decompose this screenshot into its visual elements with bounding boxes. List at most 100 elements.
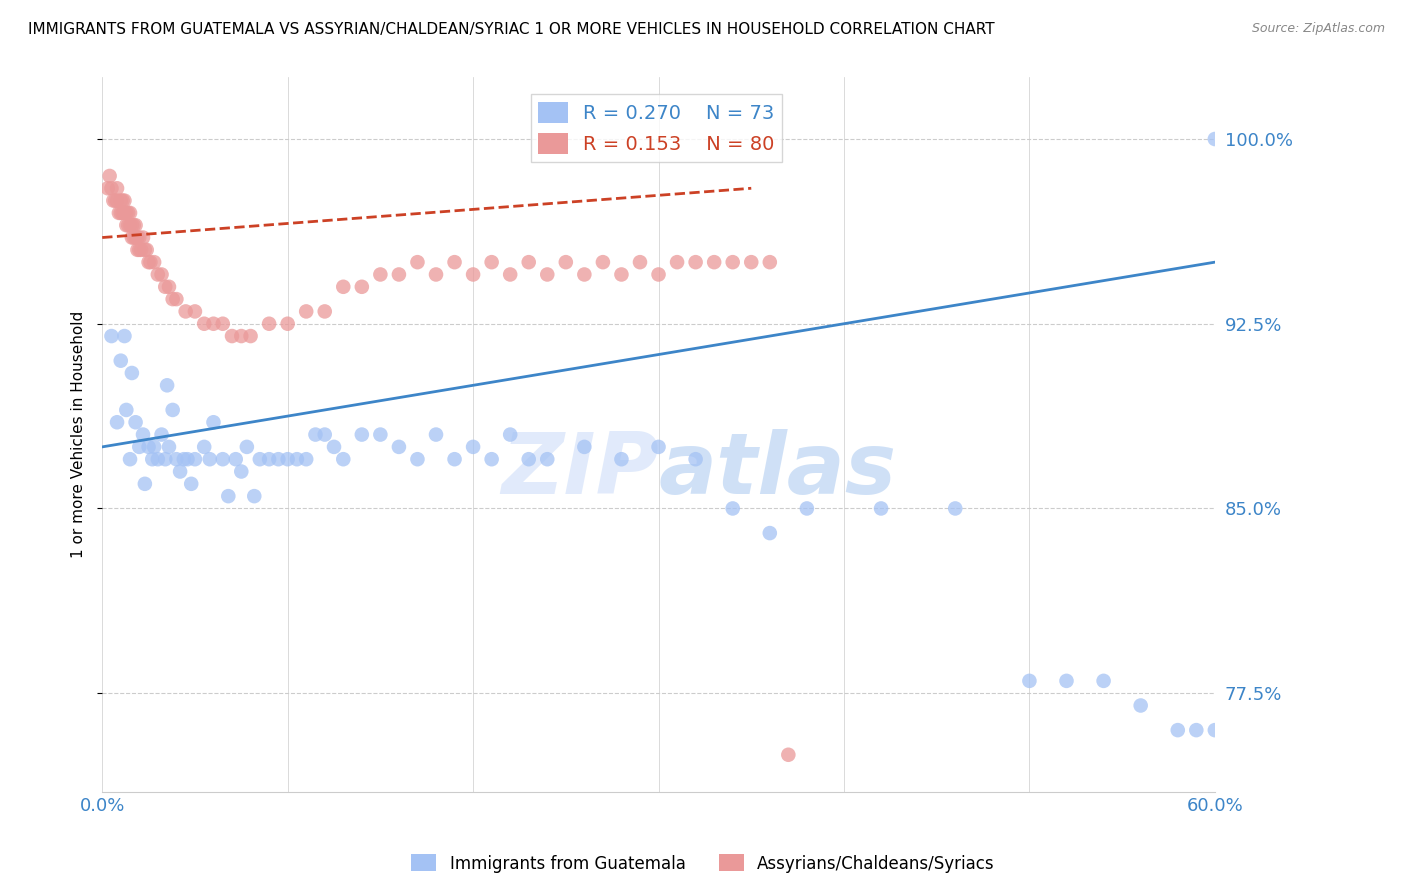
- Point: [193, 317, 215, 331]
- Point: [124, 415, 146, 429]
- Point: [231, 329, 253, 343]
- Point: [243, 489, 266, 503]
- Point: [198, 452, 221, 467]
- Point: [499, 268, 522, 282]
- Point: [370, 268, 392, 282]
- Point: [98, 169, 121, 183]
- Point: [157, 440, 180, 454]
- Point: [517, 255, 540, 269]
- Point: [110, 353, 132, 368]
- Text: IMMIGRANTS FROM GUATEMALA VS ASSYRIAN/CHALDEAN/SYRIAC 1 OR MORE VEHICLES IN HOUS: IMMIGRANTS FROM GUATEMALA VS ASSYRIAN/CH…: [28, 22, 995, 37]
- Point: [425, 427, 447, 442]
- Point: [193, 440, 215, 454]
- Point: [117, 206, 139, 220]
- Point: [127, 243, 149, 257]
- Point: [610, 268, 633, 282]
- Point: [141, 452, 163, 467]
- Point: [225, 452, 247, 467]
- Point: [759, 255, 782, 269]
- Point: [332, 452, 354, 467]
- Point: [647, 268, 669, 282]
- Point: [156, 378, 179, 392]
- Point: [202, 317, 225, 331]
- Point: [628, 255, 651, 269]
- Point: [105, 181, 128, 195]
- Point: [115, 206, 138, 220]
- Point: [236, 440, 259, 454]
- Point: [155, 452, 177, 467]
- Point: [118, 452, 141, 467]
- Y-axis label: 1 or more Vehicles in Household: 1 or more Vehicles in Household: [72, 311, 86, 558]
- Text: Source: ZipAtlas.com: Source: ZipAtlas.com: [1251, 22, 1385, 36]
- Point: [332, 280, 354, 294]
- Point: [165, 292, 187, 306]
- Point: [128, 230, 150, 244]
- Point: [110, 194, 132, 208]
- Point: [115, 218, 138, 232]
- Point: [1092, 673, 1115, 688]
- Point: [350, 280, 373, 294]
- Point: [104, 194, 127, 208]
- Point: [180, 476, 202, 491]
- Point: [132, 427, 155, 442]
- Point: [128, 440, 150, 454]
- Point: [211, 452, 233, 467]
- Point: [721, 501, 744, 516]
- Point: [115, 403, 138, 417]
- Point: [146, 268, 169, 282]
- Point: [121, 218, 143, 232]
- Point: [481, 255, 503, 269]
- Point: [111, 206, 134, 220]
- Point: [174, 304, 197, 318]
- Point: [184, 304, 207, 318]
- Point: [127, 230, 149, 244]
- Point: [155, 280, 177, 294]
- Point: [110, 206, 132, 220]
- Point: [111, 194, 134, 208]
- Point: [118, 218, 141, 232]
- Point: [536, 452, 558, 467]
- Point: [150, 268, 173, 282]
- Point: [778, 747, 800, 762]
- Point: [128, 243, 150, 257]
- Point: [211, 317, 233, 331]
- Point: [277, 317, 299, 331]
- Point: [114, 329, 136, 343]
- Point: [117, 218, 139, 232]
- Point: [176, 452, 198, 467]
- Point: [1204, 132, 1226, 146]
- Point: [162, 292, 184, 306]
- Point: [105, 415, 128, 429]
- Point: [139, 255, 162, 269]
- Point: [124, 230, 146, 244]
- Point: [146, 452, 169, 467]
- Point: [685, 452, 707, 467]
- Point: [295, 452, 318, 467]
- Point: [574, 268, 596, 282]
- Point: [169, 465, 191, 479]
- Point: [406, 255, 429, 269]
- Point: [592, 255, 614, 269]
- Point: [150, 427, 173, 442]
- Point: [121, 230, 143, 244]
- Point: [134, 476, 156, 491]
- Point: [118, 206, 141, 220]
- Point: [647, 440, 669, 454]
- Point: [138, 440, 160, 454]
- Point: [1018, 673, 1040, 688]
- Point: [461, 268, 484, 282]
- Point: [536, 268, 558, 282]
- Point: [517, 452, 540, 467]
- Point: [134, 243, 156, 257]
- Point: [135, 243, 157, 257]
- Point: [100, 329, 122, 343]
- Point: [221, 329, 243, 343]
- Point: [105, 194, 128, 208]
- Point: [100, 181, 122, 195]
- Point: [943, 501, 966, 516]
- Point: [231, 465, 253, 479]
- Point: [1056, 673, 1078, 688]
- Text: atlas: atlas: [658, 429, 897, 512]
- Point: [425, 268, 447, 282]
- Point: [114, 194, 136, 208]
